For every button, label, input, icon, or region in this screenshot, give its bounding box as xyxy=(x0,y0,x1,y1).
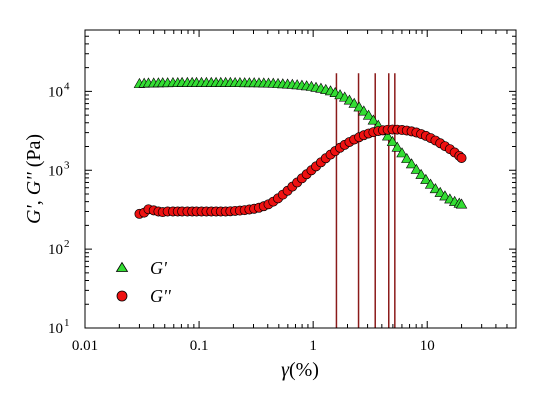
y-tick-exponent: 3 xyxy=(64,159,70,171)
x-axis-symbol: γ xyxy=(281,359,290,381)
plot-frame xyxy=(84,29,517,329)
y-axis-unit: (Pa) xyxy=(23,134,45,172)
g-prime-point xyxy=(367,114,380,125)
y-tick-exponent: 2 xyxy=(64,238,70,250)
legend: G' G'' xyxy=(115,258,172,306)
series-g-prime xyxy=(133,76,468,209)
x-tick-label: 10 xyxy=(420,338,435,354)
g-prime-point xyxy=(420,173,432,184)
g-prime-point xyxy=(401,152,413,163)
vertical-lines-group xyxy=(335,73,396,328)
g-double-prime-point xyxy=(456,153,467,163)
legend-label-g-double-prime: G'' xyxy=(150,286,172,306)
g-prime-point xyxy=(410,163,423,174)
y-axis-sep: , xyxy=(23,195,45,205)
g-prime-point xyxy=(353,101,365,112)
g-prime-point xyxy=(391,141,403,152)
g-prime-point xyxy=(455,198,468,209)
y-axis-gp: G' xyxy=(23,205,45,224)
y-axis-title: G', G'' (Pa) xyxy=(23,134,45,224)
g-prime-point xyxy=(415,168,427,179)
g-prime-point xyxy=(381,130,394,141)
legend-marker-g-prime xyxy=(115,261,129,272)
legend-marker-g-double-prime xyxy=(116,290,128,302)
g-prime-point xyxy=(362,109,375,120)
x-axis-unit: (%) xyxy=(289,359,319,381)
x-tick-label: 0.01 xyxy=(72,338,98,354)
y-tick-label: 10 xyxy=(48,84,63,100)
x-tick-labels: 0.01 0.1 1 10 xyxy=(72,338,435,354)
y-tick-exponent: 1 xyxy=(64,317,70,329)
x-axis-title: γ(%) xyxy=(281,359,319,381)
y-tick-exponent: 4 xyxy=(64,80,70,92)
y-tick-label: 10 xyxy=(48,321,63,337)
x-tick-label: 0.1 xyxy=(190,338,209,354)
y-tick-label: 10 xyxy=(48,242,63,258)
g-prime-point xyxy=(396,147,408,158)
series-g-double-prime xyxy=(134,124,467,219)
g-prime-point xyxy=(405,158,418,169)
g-prime-point xyxy=(358,105,370,116)
g-prime-point xyxy=(424,178,437,189)
g-prime-point xyxy=(348,97,360,108)
g-prime-point xyxy=(386,135,399,146)
y-axis-gpp: G'' xyxy=(23,172,45,196)
x-tick-label: 1 xyxy=(309,338,317,354)
y-tick-label: 10 xyxy=(48,163,63,179)
g-prime-point xyxy=(429,183,442,194)
legend-label-g-prime: G' xyxy=(150,258,168,278)
